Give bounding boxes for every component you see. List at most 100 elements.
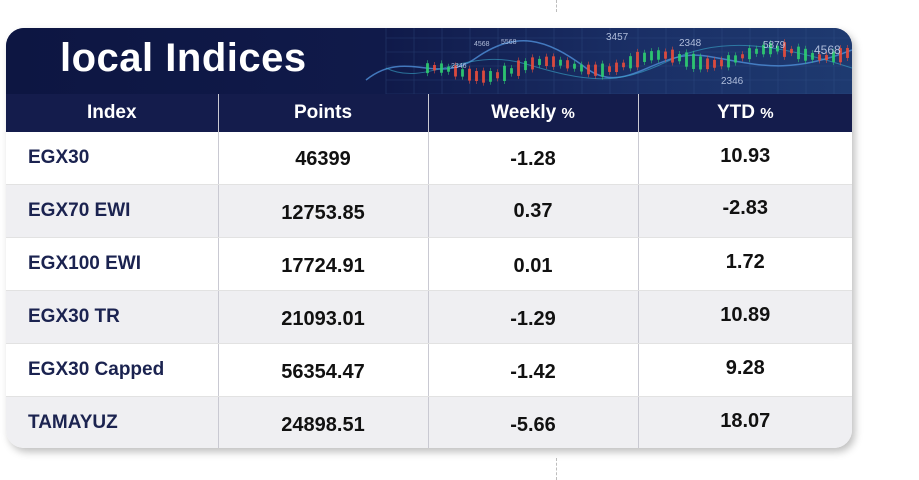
- banner-candle: [706, 58, 709, 70]
- banner-candle: [839, 48, 842, 63]
- cell-index: EGX100 EWI: [6, 237, 219, 291]
- points-value: 17724.91: [281, 254, 365, 277]
- weekly-value: -1.28: [510, 147, 556, 170]
- banner-candle: [503, 65, 506, 81]
- indices-table: Index Points Weekly % YTD % EGX30 46399 …: [6, 94, 852, 448]
- banner-candle: [524, 61, 527, 71]
- table-row: EGX30 TR 21093.01 -1.29 10.89: [6, 290, 852, 344]
- cell-weekly: -1.29: [428, 290, 639, 344]
- banner-candle: [755, 48, 758, 54]
- banner-candles: [426, 39, 849, 86]
- header-points-label: Points: [293, 102, 353, 123]
- banner-candle: [783, 42, 786, 57]
- banner-background: [6, 28, 852, 94]
- banner-numbers: 3457 2348 5879 4568 2346 4568 5568 2346: [451, 32, 841, 87]
- banner-candle: [825, 55, 828, 61]
- banner-number: 4568: [474, 41, 490, 48]
- cell-points: 24898.51: [218, 396, 429, 448]
- banner-number: 4568: [814, 43, 841, 57]
- banner-candle: [741, 54, 744, 59]
- header-ytd: YTD %: [638, 94, 852, 132]
- header-weekly-label: Weekly: [491, 102, 557, 123]
- cell-weekly: 0.01: [428, 237, 639, 291]
- points-value: 46399: [295, 147, 351, 170]
- guide-line-bottom: [556, 458, 557, 480]
- banner-candle: [664, 51, 667, 59]
- guide-line-top: [556, 0, 557, 12]
- ytd-value: 9.28: [725, 356, 765, 379]
- banner-candle: [433, 64, 436, 71]
- table-row: EGX30 46399 -1.28 10.93: [6, 132, 852, 185]
- weekly-value: 0.37: [513, 199, 553, 222]
- header-weekly-unit: %: [561, 105, 575, 122]
- cell-ytd: 18.07: [638, 396, 852, 448]
- banner-candle: [713, 59, 716, 68]
- banner-candle: [727, 55, 730, 68]
- banner-candle: [692, 53, 695, 69]
- banner-number: 2348: [679, 38, 702, 49]
- banner-candle: [636, 51, 639, 68]
- banner-candle: [629, 56, 632, 69]
- header-ytd-label: YTD: [716, 102, 755, 123]
- banner-candle: [489, 71, 492, 82]
- points-value: 21093.01: [281, 307, 365, 330]
- cell-index: EGX30: [6, 132, 219, 185]
- banner-candle: [776, 45, 779, 52]
- banner-candle: [468, 68, 471, 81]
- banner-candle: [531, 57, 534, 70]
- weekly-value: -1.29: [510, 307, 556, 330]
- header-index-label: Index: [86, 102, 137, 123]
- banner-candle: [818, 54, 821, 61]
- weekly-value: -5.66: [510, 413, 556, 436]
- page-title: local Indices: [60, 36, 307, 80]
- banner-candle: [552, 56, 555, 67]
- cell-ytd: 10.93: [638, 132, 852, 185]
- banner-candle: [587, 64, 590, 75]
- cell-index: EGX30 TR: [6, 290, 219, 344]
- banner-number: 2346: [451, 63, 467, 70]
- header-row: Index Points Weekly % YTD %: [6, 94, 852, 132]
- table-row: TAMAYUZ 24898.51 -5.66 18.07: [6, 396, 852, 448]
- ytd-value: 10.93: [720, 144, 771, 167]
- header-ytd-unit: %: [760, 105, 774, 122]
- banner-candle: [699, 56, 702, 70]
- cell-index: EGX30 Capped: [6, 343, 219, 397]
- banner-candle: [832, 51, 835, 63]
- banner-candle: [538, 58, 541, 65]
- cell-ytd: 10.89: [638, 290, 852, 344]
- banner-candle: [846, 48, 849, 58]
- banner-candle: [475, 71, 478, 82]
- points-value: 56354.47: [281, 360, 365, 383]
- banner-candle: [650, 51, 653, 61]
- banner-chart-art: 3457 2348 5879 4568 2346 4568 5568 2346: [6, 28, 852, 94]
- banner-candle: [685, 52, 688, 67]
- cell-index: EGX70 EWI: [6, 184, 219, 238]
- cell-points: 21093.01: [218, 290, 429, 344]
- banner-candle: [615, 62, 618, 73]
- table-body: EGX30 46399 -1.28 10.93 EGX70 EWI 12753.…: [6, 132, 852, 448]
- banner-candle: [678, 54, 681, 62]
- ytd-value: 18.07: [720, 409, 771, 432]
- banner-candle: [482, 70, 485, 83]
- header-index: Index: [6, 94, 219, 132]
- banner-candle: [566, 60, 569, 69]
- title-banner: 3457 2348 5879 4568 2346 4568 5568 2346 …: [6, 28, 852, 94]
- cell-index: TAMAYUZ: [6, 396, 219, 448]
- banner-candle: [622, 62, 625, 68]
- cell-ytd: -2.83: [638, 184, 852, 238]
- banner-candle: [608, 66, 611, 72]
- banner-candle: [804, 48, 807, 61]
- banner-candle: [559, 59, 562, 66]
- banner-candle: [461, 69, 464, 77]
- cell-ytd: 1.72: [638, 237, 852, 291]
- table-row: EGX70 EWI 12753.85 0.37 -2.83: [6, 184, 852, 238]
- banner-candle: [580, 64, 583, 72]
- banner-candle: [454, 65, 457, 77]
- banner-number: 3457: [606, 32, 629, 43]
- banner-candle: [594, 64, 597, 76]
- weekly-value: 0.01: [513, 254, 553, 277]
- cell-points: 56354.47: [218, 343, 429, 397]
- banner-candle: [657, 50, 660, 60]
- banner-candle: [811, 52, 814, 60]
- banner-candle: [671, 49, 674, 63]
